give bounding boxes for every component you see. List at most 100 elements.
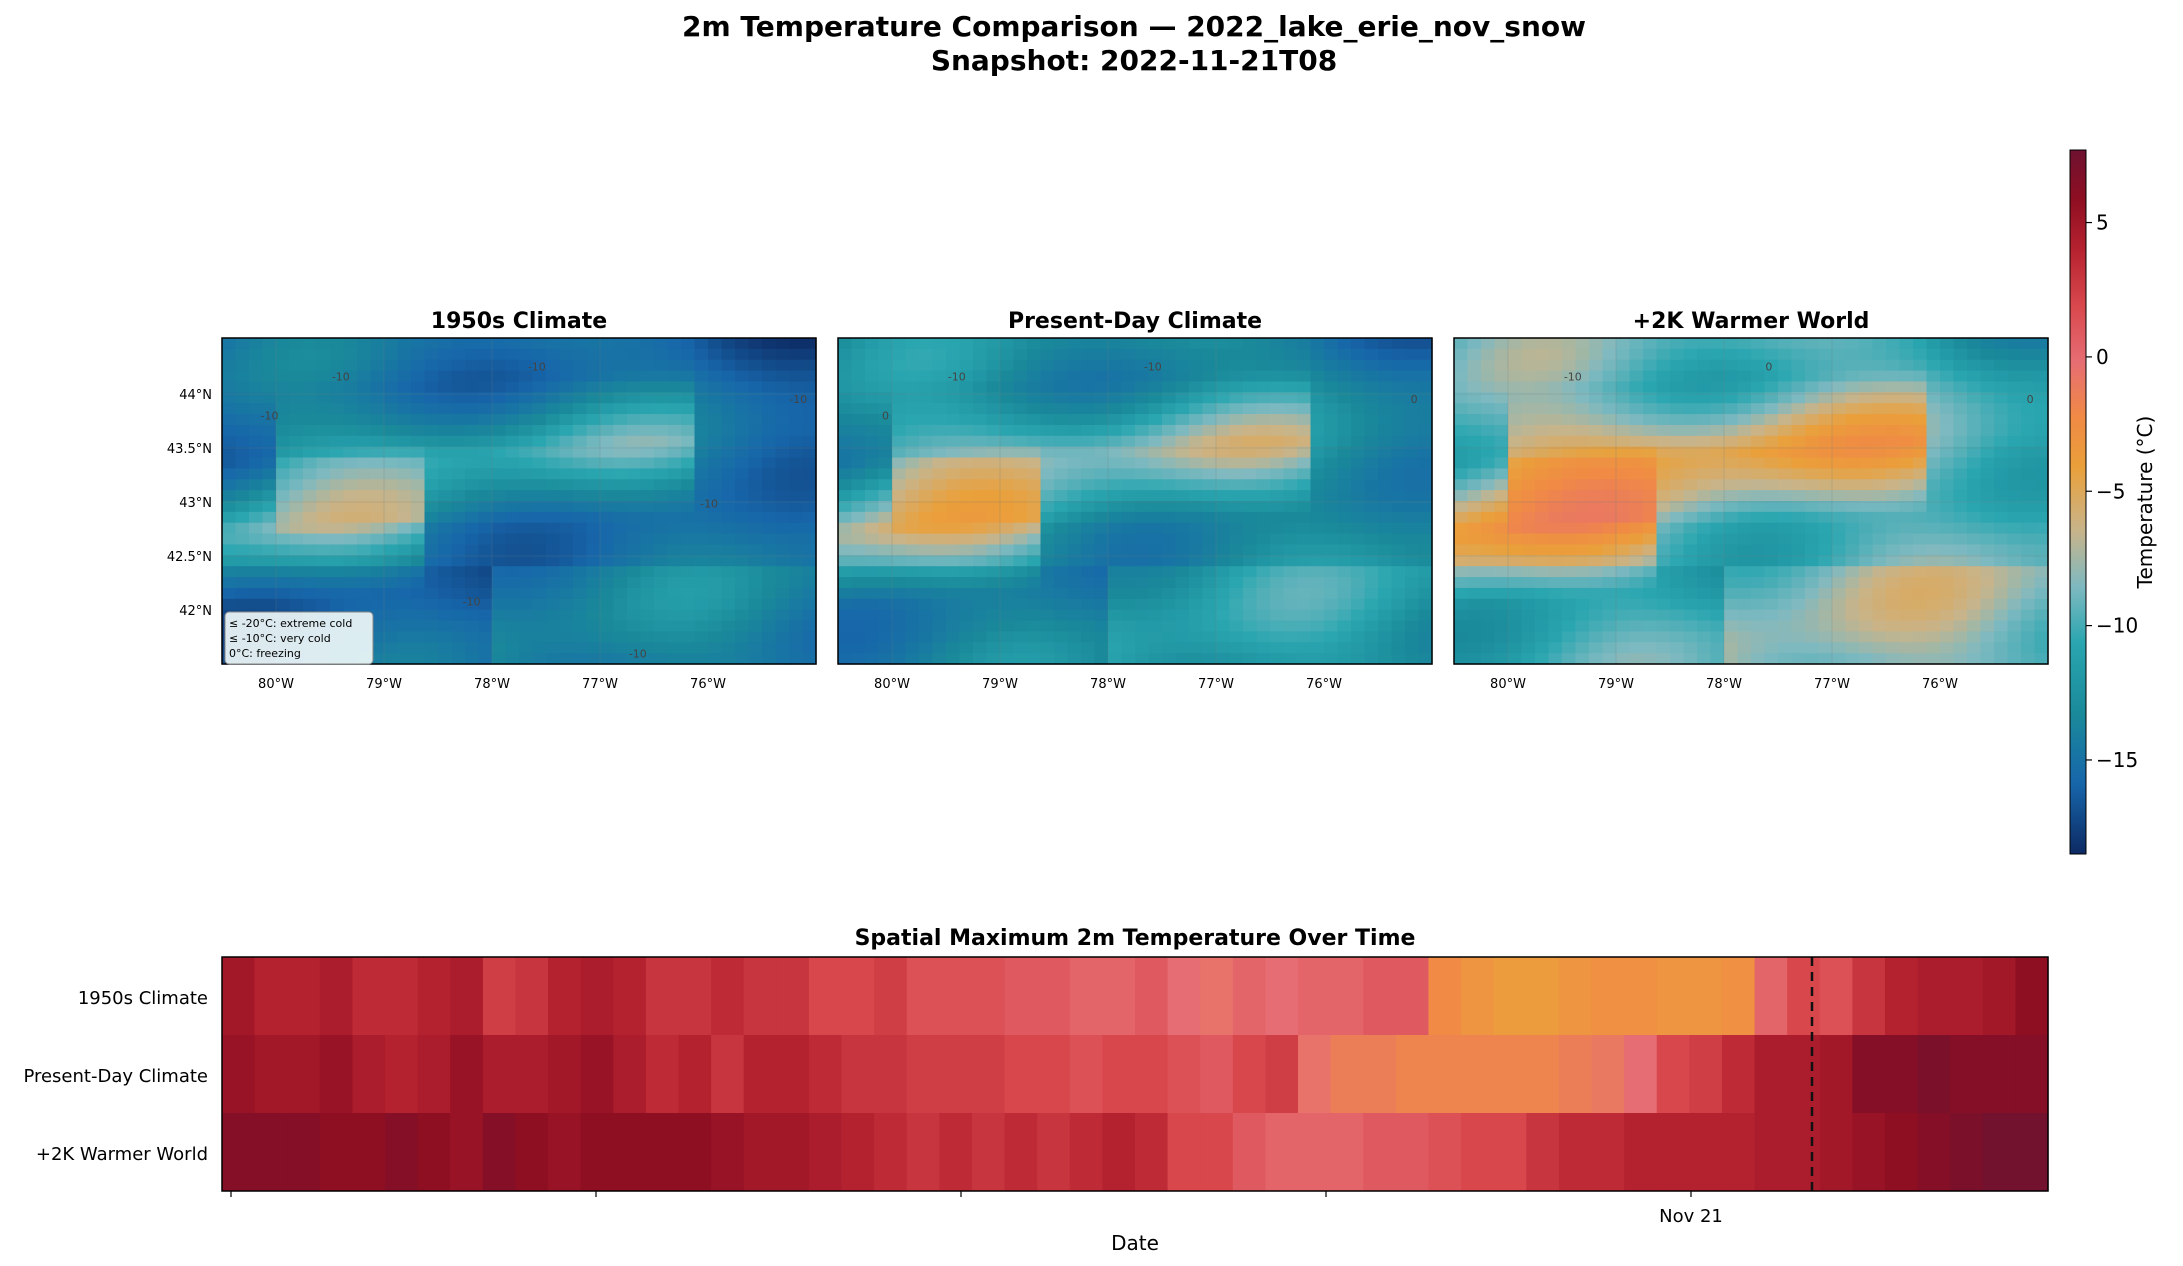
contour-label: 0 xyxy=(2027,393,2034,406)
heatmap-cell xyxy=(1418,577,1433,589)
heatmap-cell xyxy=(613,544,628,556)
heatmap-cell xyxy=(559,620,574,632)
heatmap-cell xyxy=(1913,577,1928,589)
heatmap-cell xyxy=(1589,424,1604,437)
heatmap-cell xyxy=(1710,566,1725,578)
heatmap-cell xyxy=(505,435,520,448)
heatmap-cell xyxy=(748,348,763,361)
heatmap-cell xyxy=(1175,566,1190,578)
heatmap-cell xyxy=(438,359,453,372)
heatmap-cell xyxy=(1054,359,1069,372)
heatmap-cell xyxy=(1926,653,1941,665)
heatmap-cell xyxy=(1378,631,1393,643)
heatmap-cell xyxy=(1013,457,1028,469)
heatmap-cell xyxy=(235,587,250,600)
heatmap-cell xyxy=(357,424,372,437)
heatmap-cell xyxy=(451,566,466,578)
heatmap-cell xyxy=(1913,446,1928,459)
time-heatmap-cell xyxy=(613,1035,647,1113)
heatmap-cell xyxy=(586,414,601,426)
heatmap-cell xyxy=(1054,587,1069,600)
heatmap-cell xyxy=(1310,479,1325,491)
heatmap-cell xyxy=(276,370,291,383)
heatmap-cell xyxy=(789,544,804,556)
heatmap-cell xyxy=(1697,609,1712,622)
heatmap-cell xyxy=(1324,424,1339,437)
heatmap-cell xyxy=(1454,348,1469,361)
heatmap-cell xyxy=(1283,642,1298,654)
time-heatmap-cell xyxy=(1069,1113,1103,1191)
heatmap-cell xyxy=(1575,424,1590,437)
heatmap-cell xyxy=(1135,609,1150,622)
heatmap-cell xyxy=(316,338,331,350)
heatmap-cell xyxy=(1980,381,1995,393)
heatmap-cell xyxy=(986,479,1001,491)
heatmap-cell xyxy=(1418,501,1433,513)
heatmap-cell xyxy=(2007,501,2022,513)
heatmap-cell xyxy=(878,653,893,665)
heatmap-cell xyxy=(1175,446,1190,459)
heatmap-cell xyxy=(1508,642,1523,654)
heatmap-cell xyxy=(1418,446,1433,459)
heatmap-cell xyxy=(1297,392,1312,404)
heatmap-cell xyxy=(1629,348,1644,361)
heatmap-cell xyxy=(1508,609,1523,622)
heatmap-cell xyxy=(1405,653,1420,665)
heatmap-cell xyxy=(384,414,399,426)
heatmap-cell xyxy=(1710,544,1725,556)
heatmap-cell xyxy=(559,577,574,589)
heatmap-cell xyxy=(802,479,817,491)
heatmap-cell xyxy=(1013,490,1028,502)
heatmap-cell xyxy=(1243,457,1258,469)
heatmap-cell xyxy=(851,435,866,448)
heatmap-cell xyxy=(2021,468,2036,480)
heatmap-cell xyxy=(411,522,426,535)
heatmap-cell xyxy=(1602,381,1617,393)
heatmap-cell xyxy=(1175,522,1190,535)
heatmap-cell xyxy=(1364,446,1379,459)
heatmap-cell xyxy=(932,631,947,643)
heatmap-cell xyxy=(2034,522,2049,535)
time-heatmap-cell xyxy=(743,1035,777,1113)
heatmap-cell xyxy=(1378,403,1393,415)
heatmap-cell xyxy=(1710,446,1725,459)
heatmap-cell xyxy=(1283,544,1298,556)
heatmap-cell xyxy=(1859,555,1874,567)
time-heatmap-cell xyxy=(1754,1035,1788,1113)
heatmap-cell xyxy=(2034,414,2049,426)
heatmap-cell xyxy=(1391,653,1406,665)
heatmap-cell xyxy=(1953,359,1968,372)
heatmap-cell xyxy=(2021,370,2036,383)
heatmap-cell xyxy=(1845,457,1860,469)
heatmap-cell xyxy=(1054,511,1069,524)
heatmap-cell xyxy=(2021,609,2036,622)
heatmap-cell xyxy=(1364,338,1379,350)
heatmap-cell xyxy=(1629,446,1644,459)
heatmap-cell xyxy=(1467,490,1482,502)
time-heatmap-cell xyxy=(874,957,908,1035)
heatmap-cell xyxy=(1710,370,1725,383)
heatmap-cell xyxy=(1940,468,1955,480)
heatmap-cell xyxy=(802,359,817,372)
heatmap-cell xyxy=(2007,370,2022,383)
heatmap-cell xyxy=(1067,468,1082,480)
heatmap-cell xyxy=(1548,620,1563,632)
heatmap-cell xyxy=(424,533,439,546)
heatmap-cell xyxy=(1391,381,1406,393)
time-heatmap-cell xyxy=(1363,957,1397,1035)
heatmap-cell xyxy=(1189,424,1204,437)
heatmap-cell xyxy=(1778,522,1793,535)
heatmap-cell xyxy=(1175,457,1190,469)
heatmap-cell xyxy=(1067,620,1082,632)
heatmap-cell xyxy=(235,359,250,372)
heatmap-cell xyxy=(1283,392,1298,404)
heatmap-cell xyxy=(370,620,385,632)
heatmap-cell xyxy=(1310,435,1325,448)
heatmap-cell xyxy=(343,555,358,567)
colorbar-ticks: 50−5−10−15 xyxy=(2086,211,2138,772)
heatmap-cell xyxy=(1859,424,1874,437)
heatmap-cell xyxy=(1081,490,1096,502)
heatmap-cell xyxy=(838,544,853,556)
heatmap-cell xyxy=(932,653,947,665)
heatmap-cell xyxy=(654,370,669,383)
